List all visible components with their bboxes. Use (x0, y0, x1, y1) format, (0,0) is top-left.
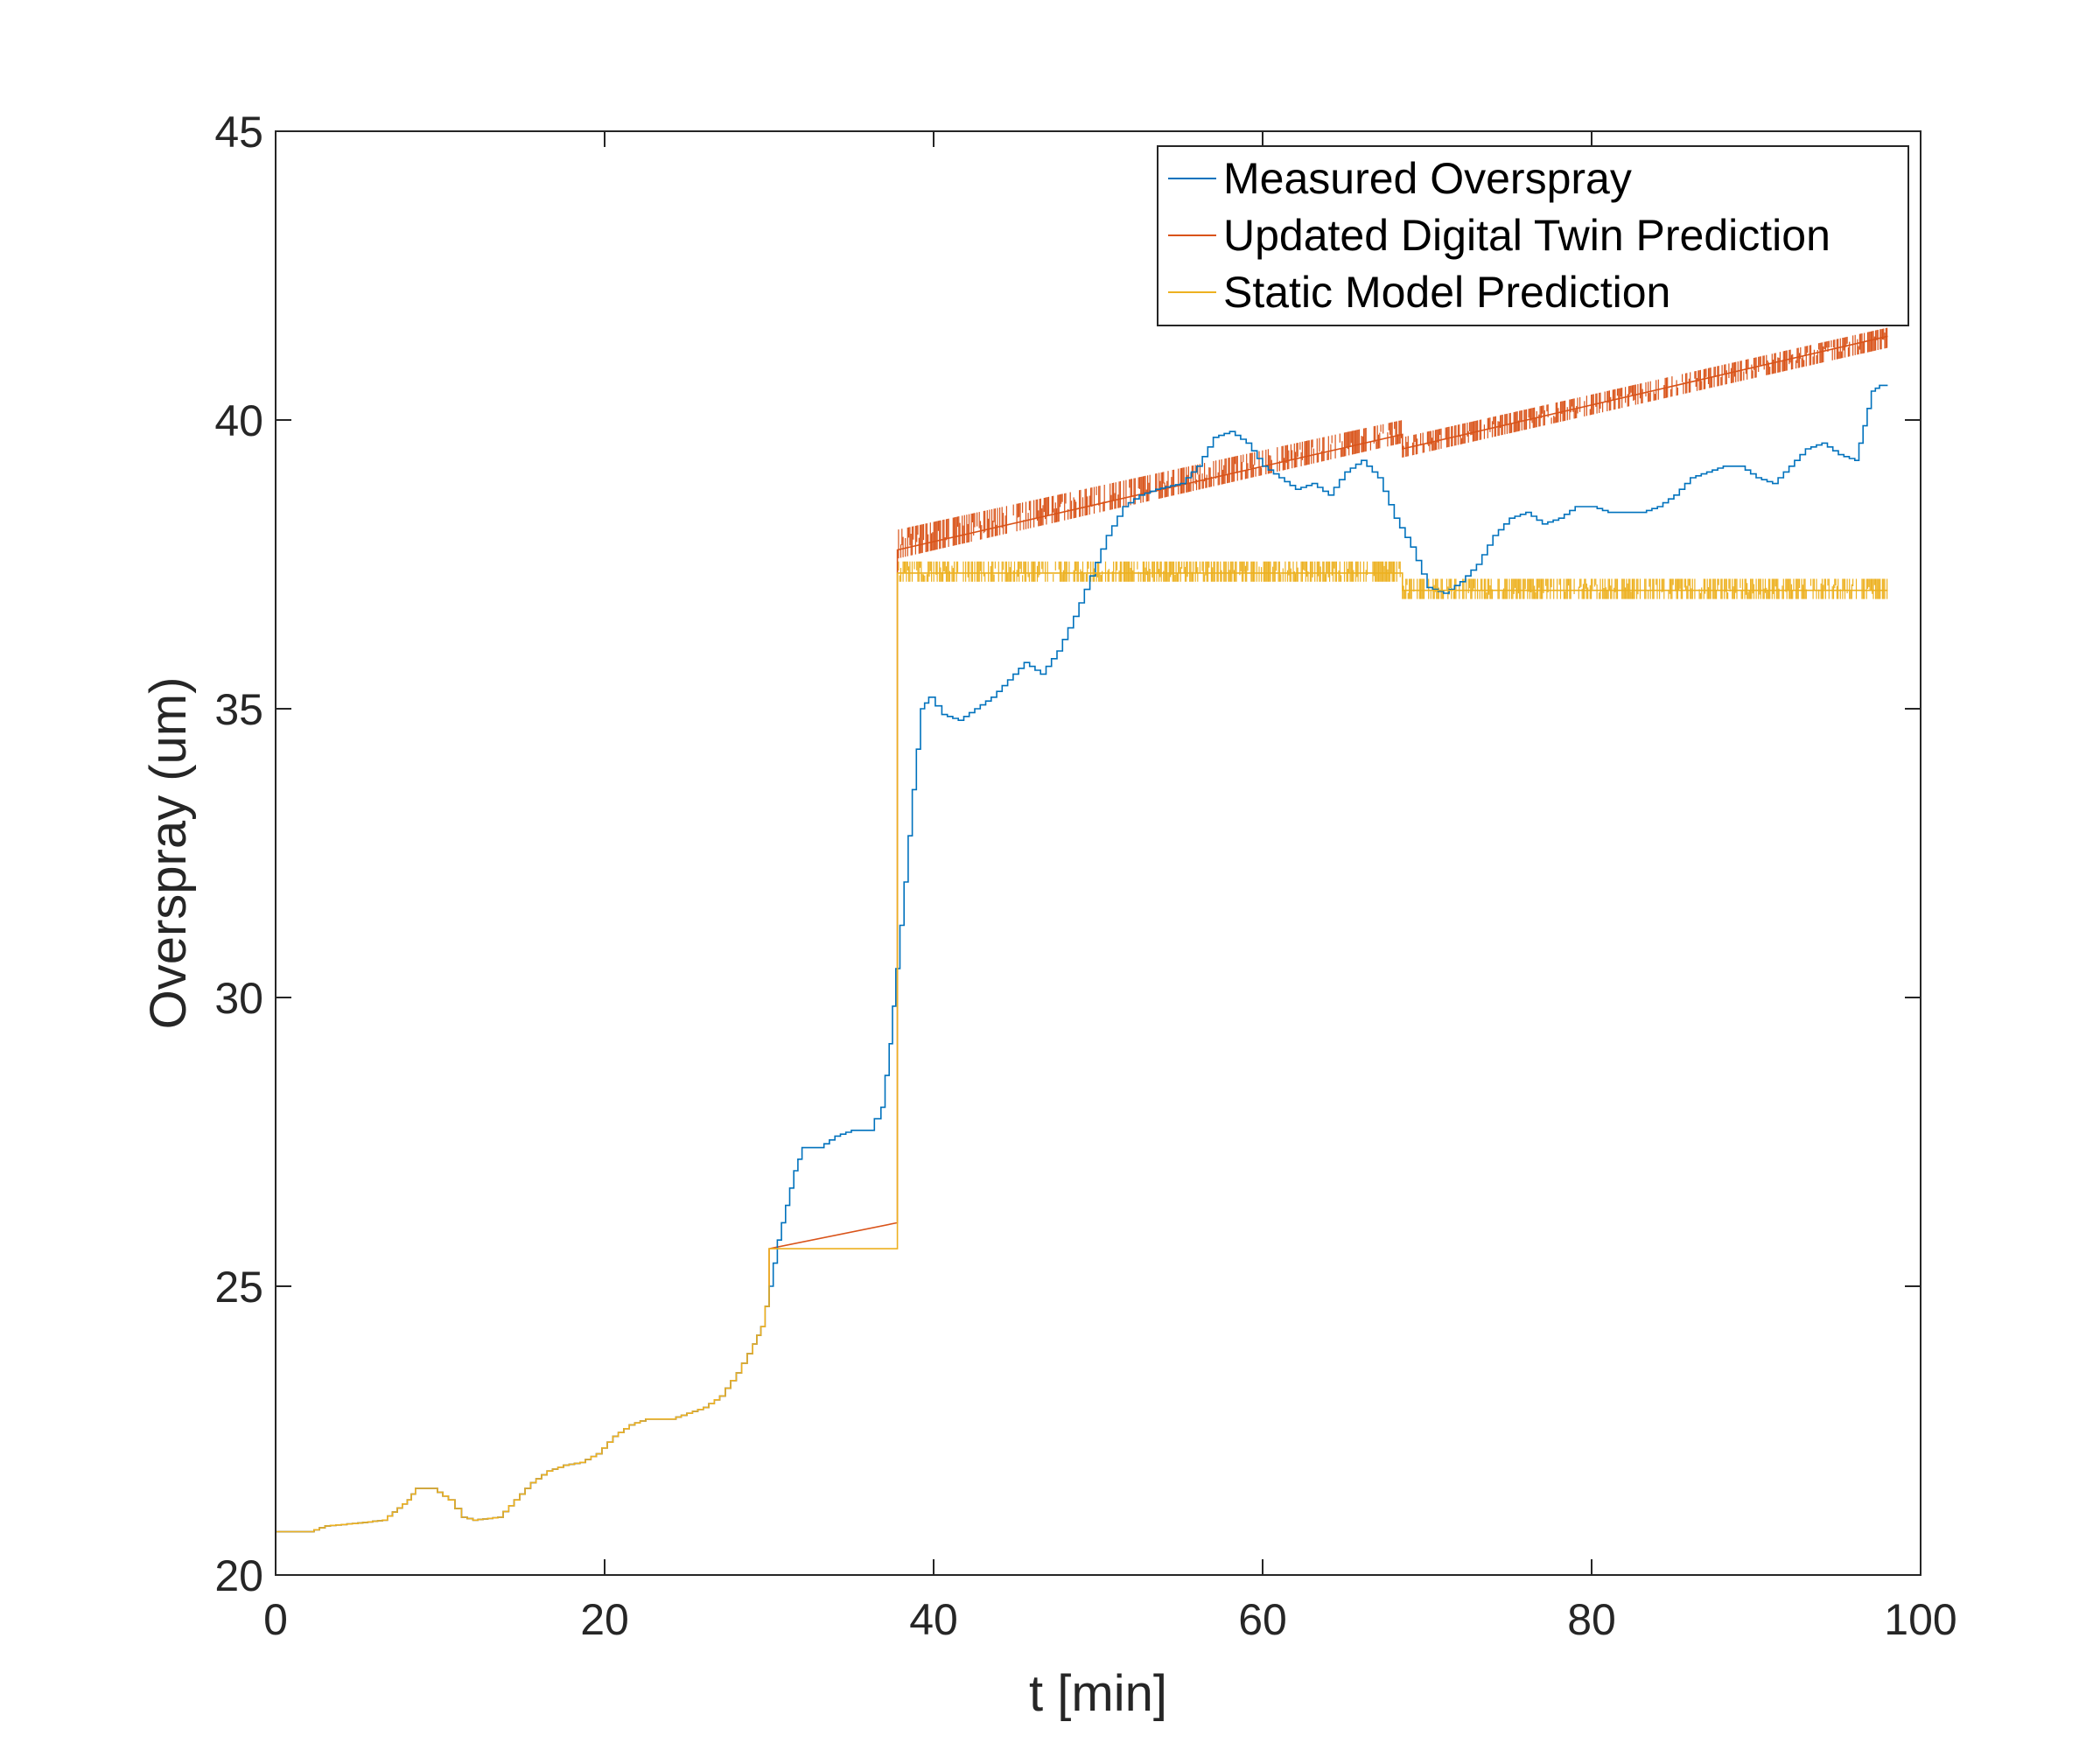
legend-label-measured: Measured Overspray (1223, 154, 1632, 203)
x-tick-label-4: 80 (1567, 1595, 1616, 1644)
x-tick-labels: 0 20 40 60 80 100 (263, 1595, 1957, 1644)
y-tick-labels: 20 25 30 35 40 45 (214, 108, 263, 1600)
x-tick-label-3: 60 (1238, 1595, 1287, 1644)
legend[interactable]: Measured Overspray Updated Digital Twin … (1157, 145, 1909, 326)
x-tick-label-5: 100 (1884, 1595, 1956, 1644)
plot-frame (275, 130, 1922, 1576)
x-axis-label: t [min] (1029, 1665, 1167, 1722)
y-axis-label: Overspray (um) (140, 677, 197, 1030)
x-tick-label-0: 0 (263, 1595, 288, 1644)
y-tick-label-0: 20 (214, 1551, 263, 1600)
legend-label-digital-twin: Updated Digital Twin Prediction (1223, 211, 1830, 260)
band-2 (896, 561, 1401, 582)
legend-label-static-model: Static Model Prediction (1223, 268, 1670, 317)
y-tick-label-3: 35 (214, 685, 263, 734)
x-tick-label-1: 20 (580, 1595, 629, 1644)
y-tick-label-1: 25 (214, 1263, 263, 1312)
legend-box (1157, 145, 1909, 326)
plot-area (276, 131, 1921, 1575)
data-series (276, 335, 1888, 1533)
series-line-2 (276, 572, 1888, 1533)
band-0 (898, 420, 1403, 559)
y-tick-label-4: 40 (214, 396, 263, 445)
x-tick-label-2: 40 (909, 1595, 958, 1644)
y-tick-label-2: 30 (214, 974, 263, 1023)
axis-ticks (275, 130, 1922, 1576)
y-tick-label-5: 45 (214, 108, 263, 157)
